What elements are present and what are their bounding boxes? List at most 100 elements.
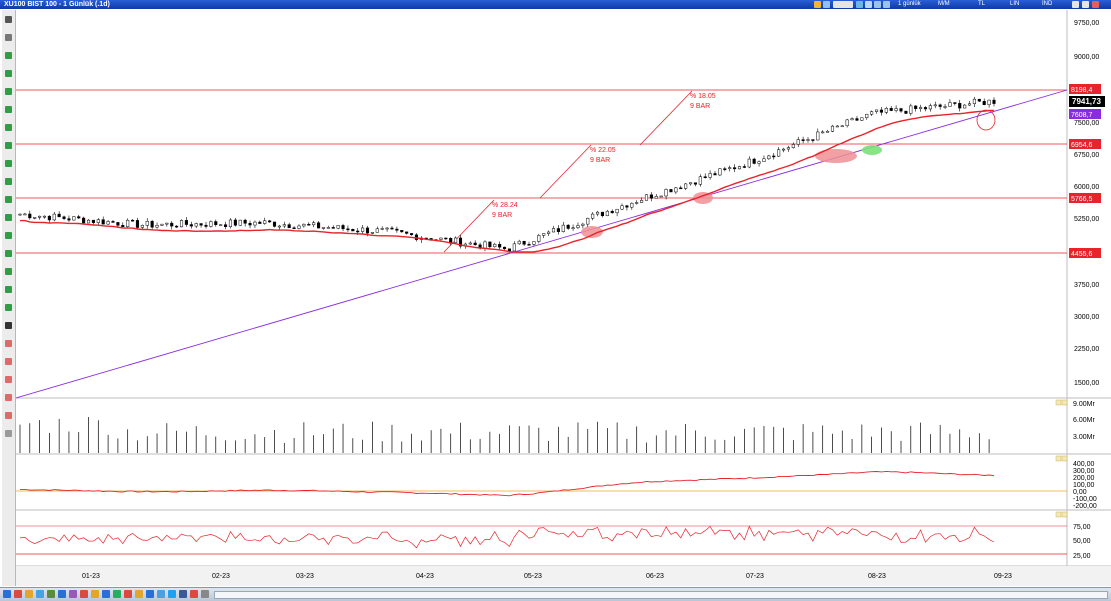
app-icon[interactable]: [102, 590, 110, 598]
candle-body: [517, 240, 521, 245]
candle-body: [899, 108, 903, 112]
toolbar-icon[interactable]: [823, 1, 830, 8]
vertical-line-icon[interactable]: [5, 88, 12, 95]
annotation-bars: 9 BAR: [690, 103, 710, 110]
crosshair-icon[interactable]: [5, 34, 12, 41]
pane-control-icon: [1055, 455, 1062, 462]
price-tick: 5250,00: [1074, 216, 1099, 223]
arc-icon[interactable]: [5, 160, 12, 167]
close-icon[interactable]: [1092, 1, 1099, 8]
app-icon[interactable]: [201, 590, 209, 598]
period-dropdown[interactable]: 1 günlük: [898, 1, 921, 7]
scale-mode[interactable]: M/M: [938, 1, 950, 7]
candle-body: [23, 213, 27, 216]
toolbar-icon[interactable]: [874, 1, 881, 8]
linear-mode[interactable]: LIN: [1010, 1, 1020, 7]
candle-body: [121, 225, 125, 227]
trendline-icon[interactable]: [5, 52, 12, 59]
app-icon[interactable]: [146, 590, 154, 598]
arrow-icon[interactable]: [5, 286, 12, 293]
magnet-icon[interactable]: [5, 358, 12, 365]
app-icon[interactable]: [47, 590, 55, 598]
eraser-icon[interactable]: [5, 322, 12, 329]
candle-body: [77, 216, 81, 219]
indicator2-line: [19, 525, 995, 549]
candle-body: [199, 223, 203, 226]
resistance-lines[interactable]: [16, 89, 1067, 254]
candle-body: [772, 155, 776, 158]
app-icon[interactable]: [179, 590, 187, 598]
regression-icon[interactable]: [5, 214, 12, 221]
toolbar-icon[interactable]: [814, 1, 821, 8]
candle-body: [483, 241, 487, 249]
candle-body: [410, 233, 414, 236]
app-icon[interactable]: [124, 590, 132, 598]
start-icon[interactable]: [3, 590, 11, 598]
annotation-pct: % 28.24: [492, 202, 518, 209]
app-icon[interactable]: [190, 590, 198, 598]
candle-body: [498, 243, 502, 248]
app-icon[interactable]: [36, 590, 44, 598]
rectangle-icon[interactable]: [5, 250, 12, 257]
maximize-icon[interactable]: [1082, 1, 1089, 8]
text-tool-icon[interactable]: [5, 304, 12, 311]
delete-drawing-icon[interactable]: [5, 340, 12, 347]
lock-icon[interactable]: [5, 376, 12, 383]
period-selector[interactable]: [833, 1, 853, 8]
app-icon[interactable]: [135, 590, 143, 598]
gann-icon[interactable]: [5, 178, 12, 185]
app-icon[interactable]: [168, 590, 176, 598]
candle-body: [537, 235, 541, 242]
app-icon[interactable]: [14, 590, 22, 598]
volume-tick: 6.00Mr: [1073, 417, 1095, 424]
x-axis-label: 09-23: [994, 573, 1012, 580]
app-icon[interactable]: [25, 590, 33, 598]
indicator2-tick: 75,00: [1073, 524, 1091, 531]
level-tag-4455: 4455,6: [1069, 248, 1101, 258]
candle-body: [91, 219, 95, 223]
level-tag-text: 6954,6: [1071, 142, 1093, 149]
candle-body: [591, 213, 595, 219]
highlight-marker: [976, 109, 996, 131]
fibonacci-icon[interactable]: [5, 124, 12, 131]
candle-body: [150, 220, 154, 228]
minimize-icon[interactable]: [1072, 1, 1079, 8]
candle-body: [194, 223, 198, 227]
ellipse-icon[interactable]: [5, 268, 12, 275]
app-icon[interactable]: [58, 590, 66, 598]
candle-body: [571, 227, 575, 229]
settings-icon[interactable]: [5, 430, 12, 437]
toolbar-icon[interactable]: [856, 1, 863, 8]
fan-icon[interactable]: [5, 142, 12, 149]
candle-body: [253, 221, 257, 226]
app-icon[interactable]: [80, 590, 88, 598]
candle-body: [894, 108, 898, 111]
pitchfork-icon[interactable]: [5, 232, 12, 239]
cursor-icon[interactable]: [5, 16, 12, 23]
cycle-icon[interactable]: [5, 196, 12, 203]
candle-body: [723, 168, 727, 170]
app-icon[interactable]: [69, 590, 77, 598]
horizontal-line-icon[interactable]: [5, 70, 12, 77]
candle-body: [522, 240, 526, 245]
toolbar-icon[interactable]: [865, 1, 872, 8]
chart-area[interactable]: 9750,009000,008250,007500,006750,006000,…: [15, 10, 1111, 586]
volume-tick: 9.00Mr: [1073, 401, 1095, 408]
price-tick: 7500,00: [1074, 120, 1099, 127]
candle-body: [282, 224, 286, 227]
annotation-bars: 9 BAR: [590, 157, 610, 164]
hide-icon[interactable]: [5, 394, 12, 401]
candle-body: [312, 222, 316, 226]
candle-body: [669, 189, 673, 193]
app-icon[interactable]: [113, 590, 121, 598]
app-icon[interactable]: [91, 590, 99, 598]
toolbar-icon[interactable]: [883, 1, 890, 8]
candle-body: [659, 195, 663, 198]
currency-mode[interactable]: TL: [978, 1, 986, 7]
candle-body: [556, 228, 560, 232]
app-icon[interactable]: [157, 590, 165, 598]
indicator-mode[interactable]: İND: [1042, 1, 1053, 7]
channel-icon[interactable]: [5, 106, 12, 113]
candle-body: [233, 219, 237, 226]
zoom-icon[interactable]: [5, 412, 12, 419]
